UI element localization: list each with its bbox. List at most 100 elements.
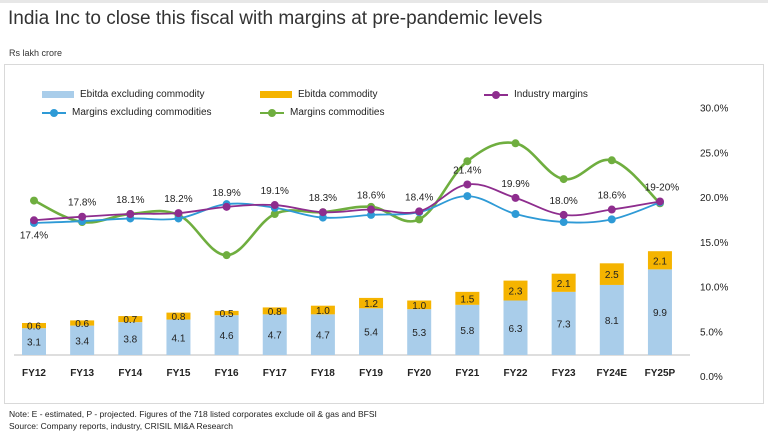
- point-margins-commodities: [30, 196, 38, 205]
- legend-label: Margins commodities: [290, 107, 385, 118]
- line-industry-margins: [33, 183, 661, 222]
- bar-ebitda-excluding-commodity: [262, 314, 287, 355]
- point-margins-commodities: [270, 210, 279, 219]
- bar-value-label: 1.0: [412, 301, 426, 312]
- point-margins-commodities: [463, 157, 472, 166]
- bar-value-label: 0.6: [75, 319, 89, 330]
- legend-margins-commodities: Margins commodities: [260, 107, 384, 118]
- bar-value-label: 8.1: [605, 316, 619, 327]
- point-industry-margins: [415, 207, 424, 216]
- bar-value-label: 2.1: [653, 256, 667, 267]
- bar-ebitda-excluding-commodity: [22, 328, 46, 355]
- x-tick-label: FY13: [70, 368, 94, 379]
- bar-ebitda-commodity: [407, 300, 432, 310]
- y2-tick-label: 10.0%: [700, 283, 728, 294]
- x-tick-label: FY24E: [597, 368, 628, 379]
- point-margins-excluding-commodities: [511, 210, 520, 219]
- bar-ebitda-excluding-commodity: [407, 309, 432, 355]
- bar-value-label: 2.1: [557, 279, 571, 290]
- y2-tick-label: 25.0%: [700, 148, 728, 159]
- industry-margin-label: 17.4%: [20, 230, 48, 241]
- bar-ebitda-commodity: [118, 316, 143, 323]
- bar-value-label: 1.5: [460, 294, 474, 305]
- bar-ebitda-commodity: [310, 305, 335, 315]
- industry-margin-label: 18.6%: [357, 191, 385, 202]
- x-tick-label: FY14: [118, 368, 142, 379]
- bar-value-label: 3.4: [75, 336, 89, 347]
- bar-value-label: 5.3: [412, 328, 426, 339]
- bar-ebitda-excluding-commodity: [599, 284, 624, 355]
- point-industry-margins: [174, 209, 183, 218]
- x-tick-label: FY20: [407, 368, 431, 379]
- legend-swatch: [484, 90, 508, 99]
- x-tick-label: FY18: [311, 368, 335, 379]
- bar-ebitda-excluding-commodity: [551, 291, 576, 355]
- bar-ebitda-excluding-commodity: [118, 322, 143, 355]
- y2-tick-label: 20.0%: [700, 193, 728, 204]
- bar-ebitda-commodity: [166, 312, 191, 320]
- legend-ebitda-excluding-commodity: Ebitda excluding commodity: [42, 89, 205, 100]
- bar-ebitda-commodity: [455, 291, 480, 305]
- industry-margin-label: 18.3%: [309, 193, 337, 204]
- industry-margin-label: 21.4%: [453, 165, 481, 176]
- bar-value-label: 4.6: [220, 331, 234, 342]
- bar-value-label: 0.7: [123, 315, 137, 326]
- industry-margin-label: 17.8%: [68, 198, 96, 209]
- point-industry-margins: [270, 201, 279, 210]
- y2-tick-label: 5.0%: [700, 327, 723, 338]
- bar-value-label: 0.5: [220, 309, 234, 320]
- legend-swatch: [42, 91, 74, 98]
- bar-ebitda-commodity: [647, 251, 672, 270]
- bar-ebitda-excluding-commodity: [503, 300, 528, 355]
- legend-label: Ebitda commodity: [298, 89, 378, 100]
- point-industry-margins: [559, 210, 568, 219]
- point-margins-commodities: [559, 175, 568, 184]
- top-rule: [0, 0, 768, 3]
- point-industry-margins: [655, 197, 664, 206]
- bar-ebitda-commodity: [214, 310, 239, 316]
- point-industry-margins: [367, 205, 376, 214]
- bar-value-label: 4.1: [171, 333, 185, 344]
- industry-margin-label: 19.1%: [261, 186, 289, 197]
- chart-frame: [4, 64, 764, 404]
- bar-ebitda-excluding-commodity: [166, 319, 191, 355]
- x-tick-label: FY16: [215, 368, 239, 379]
- point-industry-margins: [511, 193, 520, 202]
- bar-value-label: 2.5: [605, 270, 619, 281]
- industry-margin-label: 18.4%: [405, 192, 433, 203]
- bar-ebitda-excluding-commodity: [310, 314, 335, 355]
- industry-margin-label: 18.6%: [598, 191, 626, 202]
- point-margins-commodities: [222, 251, 231, 260]
- legend-swatch: [260, 108, 284, 117]
- point-industry-margins: [463, 180, 472, 189]
- point-margins-commodities: [607, 156, 616, 165]
- unit-label: Rs lakh crore: [9, 48, 63, 58]
- chart-footnote: Note: E - estimated, P - projected. Figu…: [9, 408, 377, 432]
- bar-value-label: 4.7: [268, 331, 282, 342]
- bar-ebitda-commodity: [70, 320, 95, 326]
- bar-ebitda-excluding-commodity: [70, 325, 95, 355]
- industry-margin-label: 19-20%: [645, 182, 680, 193]
- bar-ebitda-excluding-commodity: [359, 308, 384, 355]
- x-tick-label: FY23: [552, 368, 576, 379]
- point-margins-excluding-commodities: [559, 218, 568, 227]
- point-margins-commodities: [415, 215, 424, 224]
- point-margins-excluding-commodities: [463, 192, 472, 201]
- industry-margin-label: 18.0%: [549, 196, 577, 207]
- legend-margins-excluding-commodities: Margins excluding commodities: [42, 107, 212, 118]
- legend-label: Margins excluding commodities: [72, 107, 212, 118]
- x-tick-label: FY22: [504, 368, 528, 379]
- bar-ebitda-commodity: [262, 307, 287, 315]
- point-margins-excluding-commodities: [607, 215, 616, 224]
- bar-ebitda-excluding-commodity: [455, 304, 480, 355]
- source-text: Source: Company reports, industry, CRISI…: [9, 421, 233, 431]
- bar-value-label: 0.6: [27, 322, 41, 333]
- bar-value-label: 5.8: [460, 326, 474, 337]
- bar-ebitda-commodity: [503, 280, 528, 301]
- industry-margin-label: 18.2%: [164, 194, 192, 205]
- x-tick-label: FY25P: [645, 368, 676, 379]
- bar-value-label: 3.1: [27, 338, 41, 349]
- point-margins-commodities: [511, 139, 520, 148]
- note-text: Note: E - estimated, P - projected. Figu…: [9, 409, 377, 419]
